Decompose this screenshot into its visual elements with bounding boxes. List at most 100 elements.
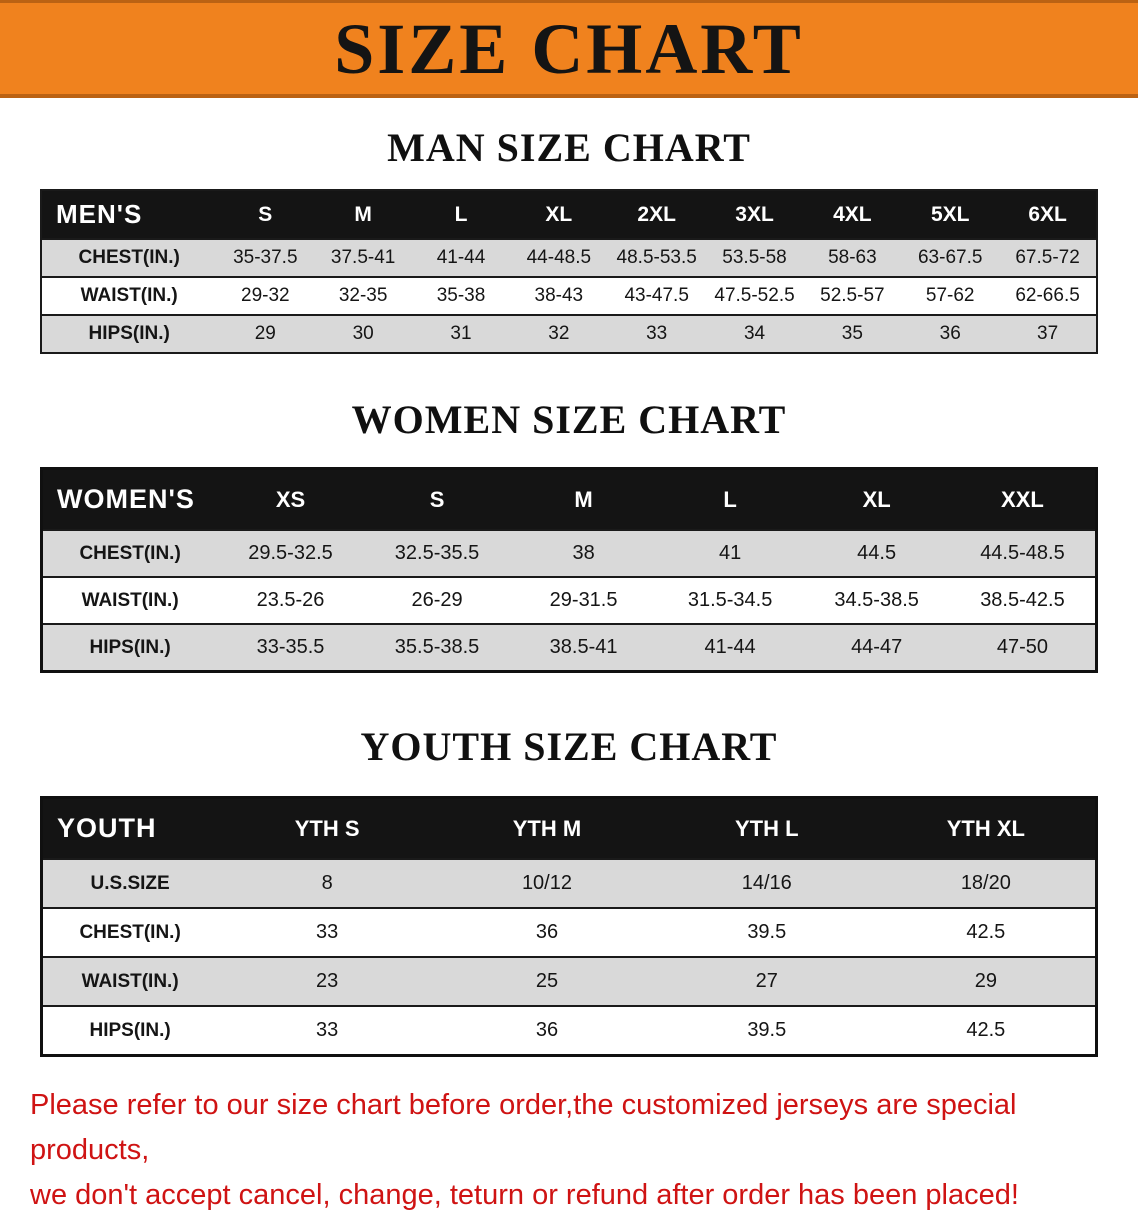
size-column-header: XL	[509, 190, 608, 239]
table-row: CHEST(IN.) 33 36 39.5 42.5	[41, 907, 1097, 957]
row-label: CHEST(IN.)	[41, 238, 217, 277]
youth-size-table: YOUTH YTH S YTH M YTH L YTH XL U.S.SIZE 8 10/12…	[40, 796, 1098, 1057]
size-value: 62-66.5	[999, 276, 1097, 315]
size-value: 44.5-48.5	[949, 529, 1097, 577]
order-disclaimer: Please refer to our size chart before or…	[0, 1083, 1138, 1218]
size-value: 37.5-41	[314, 238, 413, 277]
size-value: 14/16	[656, 858, 877, 908]
size-column-header: YTH XL	[876, 797, 1097, 859]
size-value: 58-63	[803, 238, 902, 277]
man-size-table: MEN'S S M L XL 2XL 3XL 4XL 5XL 6XL CHEST(IN.) 35-37…	[40, 189, 1098, 354]
size-column-header: XS	[217, 468, 364, 530]
size-column-header: S	[363, 468, 511, 530]
size-value: 10/12	[437, 858, 657, 908]
size-value: 29.5-32.5	[217, 529, 364, 577]
size-value: 27	[656, 956, 877, 1006]
table-header-row: YOUTH YTH S YTH M YTH L YTH XL	[41, 797, 1097, 859]
table-row: WAIST(IN.) 29-32 32-35 35-38 38-43 43-47.5 47.…	[41, 276, 1097, 315]
size-value: 23.5-26	[217, 576, 364, 624]
size-column-header: L	[412, 190, 510, 239]
size-value: 44-47	[803, 623, 950, 672]
size-value: 39.5	[656, 907, 877, 957]
size-value: 36	[437, 1005, 657, 1056]
table-corner-label: MEN'S	[41, 190, 217, 239]
size-value: 38.5-42.5	[949, 576, 1097, 624]
size-value: 23	[217, 956, 438, 1006]
size-value: 33-35.5	[217, 623, 364, 672]
size-value: 42.5	[876, 1005, 1097, 1056]
size-column-header: 5XL	[901, 190, 1000, 239]
youth-section-heading: YOUTH SIZE CHART	[360, 724, 778, 769]
size-value: 39.5	[656, 1005, 877, 1056]
size-value: 29-32	[216, 276, 315, 315]
table-header-row: MEN'S S M L XL 2XL 3XL 4XL 5XL 6XL	[41, 190, 1097, 239]
table-header-row: WOMEN'S XS S M L XL XXL	[41, 468, 1097, 530]
size-value: 44-48.5	[509, 238, 608, 277]
table-row: HIPS(IN.) 29 30 31 32 33 34 35 36 37	[41, 314, 1097, 353]
size-value: 44.5	[803, 529, 950, 577]
table-row: CHEST(IN.) 35-37.5 37.5-41 41-44 44-48.5 48.5…	[41, 238, 1097, 277]
table-corner-label: YOUTH	[41, 797, 218, 859]
size-value: 34.5-38.5	[803, 576, 950, 624]
size-value: 53.5-58	[705, 238, 804, 277]
row-label: CHEST(IN.)	[41, 907, 218, 957]
size-value: 26-29	[363, 576, 511, 624]
row-label: HIPS(IN.)	[41, 623, 218, 672]
size-column-header: 6XL	[999, 190, 1097, 239]
size-column-header: S	[216, 190, 315, 239]
row-label: WAIST(IN.)	[41, 576, 218, 624]
size-value: 31.5-34.5	[656, 576, 804, 624]
size-value: 38.5-41	[510, 623, 657, 672]
row-label: WAIST(IN.)	[41, 956, 218, 1006]
women-size-table: WOMEN'S XS S M L XL XXL CHEST(IN.) 29.5-32.5 32.5…	[40, 467, 1098, 673]
size-value: 48.5-53.5	[607, 238, 706, 277]
table-row: HIPS(IN.) 33-35.5 35.5-38.5 38.5-41 41-44 44-…	[41, 623, 1097, 672]
size-value: 35	[803, 314, 902, 353]
table-corner-label: WOMEN'S	[41, 468, 218, 530]
size-column-header: 2XL	[607, 190, 706, 239]
row-label: U.S.SIZE	[41, 858, 218, 908]
size-column-header: M	[510, 468, 657, 530]
size-value: 63-67.5	[901, 238, 1000, 277]
women-section-heading: WOMEN SIZE CHART	[351, 397, 787, 442]
size-value: 43-47.5	[607, 276, 706, 315]
size-value: 41-44	[412, 238, 510, 277]
size-value: 52.5-57	[803, 276, 902, 315]
youth-size-section: YOUTH SIZE CHART YOUTH YTH S YTH M YTH L YTH…	[0, 723, 1138, 1057]
size-value: 38-43	[509, 276, 608, 315]
size-value: 33	[217, 1005, 438, 1056]
size-column-header: 3XL	[705, 190, 804, 239]
size-value: 34	[705, 314, 804, 353]
size-column-header: YTH M	[437, 797, 657, 859]
size-value: 47-50	[949, 623, 1097, 672]
size-value: 36	[901, 314, 1000, 353]
size-value: 18/20	[876, 858, 1097, 908]
size-column-header: YTH S	[217, 797, 438, 859]
size-value: 41-44	[656, 623, 804, 672]
row-label: HIPS(IN.)	[41, 1005, 218, 1056]
row-label: CHEST(IN.)	[41, 529, 218, 577]
size-column-header: M	[314, 190, 413, 239]
table-row: CHEST(IN.) 29.5-32.5 32.5-35.5 38 41 44.5 44.5…	[41, 529, 1097, 577]
size-value: 35.5-38.5	[363, 623, 511, 672]
size-value: 32	[509, 314, 608, 353]
row-label: HIPS(IN.)	[41, 314, 217, 353]
size-value: 8	[217, 858, 438, 908]
disclaimer-line-2: we don't accept cancel, change, teturn o…	[30, 1178, 1019, 1211]
size-chart-banner: SIZE CHART	[0, 0, 1138, 98]
size-value: 33	[217, 907, 438, 957]
size-value: 29	[876, 956, 1097, 1006]
size-value: 32.5-35.5	[363, 529, 511, 577]
size-column-header: 4XL	[803, 190, 902, 239]
size-value: 41	[656, 529, 804, 577]
table-row: WAIST(IN.) 23.5-26 26-29 29-31.5 31.5-34.5 34…	[41, 576, 1097, 624]
size-value: 25	[437, 956, 657, 1006]
banner-title: SIZE CHART	[334, 8, 804, 89]
size-value: 30	[314, 314, 413, 353]
size-value: 35-37.5	[216, 238, 315, 277]
man-section-heading: MAN SIZE CHART	[387, 125, 751, 170]
women-size-section: WOMEN SIZE CHART WOMEN'S XS S M L XL XXL CHEST(…	[0, 396, 1138, 673]
size-value: 42.5	[876, 907, 1097, 957]
size-value: 37	[999, 314, 1097, 353]
size-value: 67.5-72	[999, 238, 1097, 277]
